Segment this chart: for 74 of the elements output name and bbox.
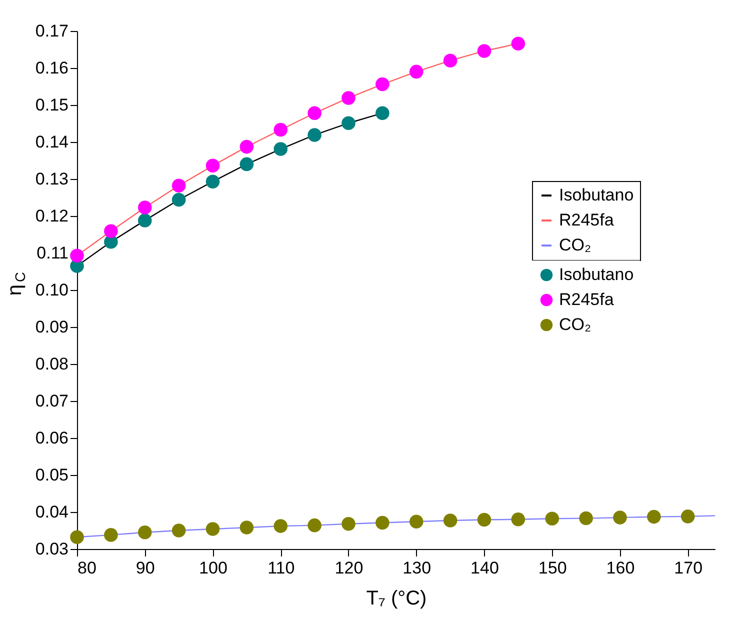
x-tick-label: 130 xyxy=(402,558,432,578)
point xyxy=(647,510,661,524)
legend-label: Isobutano xyxy=(559,186,634,204)
point xyxy=(376,77,390,92)
point xyxy=(342,116,356,130)
point xyxy=(104,224,118,238)
x-axis-title: T₇ (°C) xyxy=(366,588,427,610)
point xyxy=(70,530,84,544)
point xyxy=(443,514,458,528)
point xyxy=(308,518,322,532)
y-tick-label: 0.08 xyxy=(35,354,68,374)
point xyxy=(206,158,220,173)
point xyxy=(138,525,152,540)
y-tick-label: 0.11 xyxy=(36,244,68,262)
x-tick-label: 140 xyxy=(470,558,499,578)
point xyxy=(172,524,186,538)
x-tick-label: 90 xyxy=(136,558,155,578)
x-tick-label: 160 xyxy=(606,558,635,578)
x-tick-label: 170 xyxy=(674,558,703,578)
legend-label: CO₂ xyxy=(559,315,592,334)
point xyxy=(443,54,458,68)
point xyxy=(206,174,220,188)
y-tick-label: 0.15 xyxy=(35,96,68,114)
point xyxy=(104,528,118,542)
point xyxy=(409,64,424,79)
point xyxy=(409,514,424,528)
y-tick-label: 0.10 xyxy=(35,280,68,300)
legend-label: R245fa xyxy=(559,210,614,230)
point xyxy=(172,192,186,207)
x-tick-label: 80 xyxy=(78,558,96,578)
x-tick-label: 120 xyxy=(334,558,364,578)
y-tick-label: 0.16 xyxy=(35,58,68,78)
y-tick-label: 0.14 xyxy=(35,132,68,152)
x-tick-label: 100 xyxy=(199,558,228,578)
point xyxy=(376,106,390,120)
point xyxy=(477,512,492,527)
point xyxy=(70,248,84,262)
point xyxy=(342,91,356,105)
y-tick-label: 0.05 xyxy=(35,466,68,484)
point xyxy=(138,200,152,214)
point xyxy=(511,36,526,50)
y-tick-label: 0.13 xyxy=(35,170,68,188)
point xyxy=(579,511,593,526)
y-tick-label: 0.03 xyxy=(35,540,68,558)
y-tick-label: 0.07 xyxy=(35,392,68,410)
point xyxy=(680,510,695,524)
y-tick-label: 0.04 xyxy=(35,502,68,522)
point xyxy=(172,178,186,193)
point xyxy=(138,214,152,228)
y-tick-label: 0.09 xyxy=(35,318,68,336)
point xyxy=(240,157,254,172)
point xyxy=(274,519,288,533)
legend-label: Isobutano xyxy=(559,265,634,284)
point xyxy=(274,122,288,137)
legend-label: CO₂ xyxy=(559,236,592,254)
y-tick-label: 0.12 xyxy=(35,206,68,226)
point xyxy=(240,140,254,154)
legend-label: R245fa xyxy=(559,290,614,309)
point xyxy=(308,106,322,120)
point xyxy=(206,522,220,536)
point xyxy=(376,516,390,530)
point xyxy=(342,516,356,531)
x-tick-label: 150 xyxy=(538,558,567,578)
y-axis-title: ηC xyxy=(4,272,28,296)
point xyxy=(240,520,254,534)
point xyxy=(477,44,492,58)
point xyxy=(274,142,288,156)
y-tick-label: 0.06 xyxy=(35,428,68,448)
x-tick-label: 110 xyxy=(268,558,295,578)
point xyxy=(613,510,627,524)
point xyxy=(511,512,526,526)
point xyxy=(308,128,322,142)
y-tick-label: 0.17 xyxy=(35,22,68,40)
point xyxy=(545,512,559,526)
